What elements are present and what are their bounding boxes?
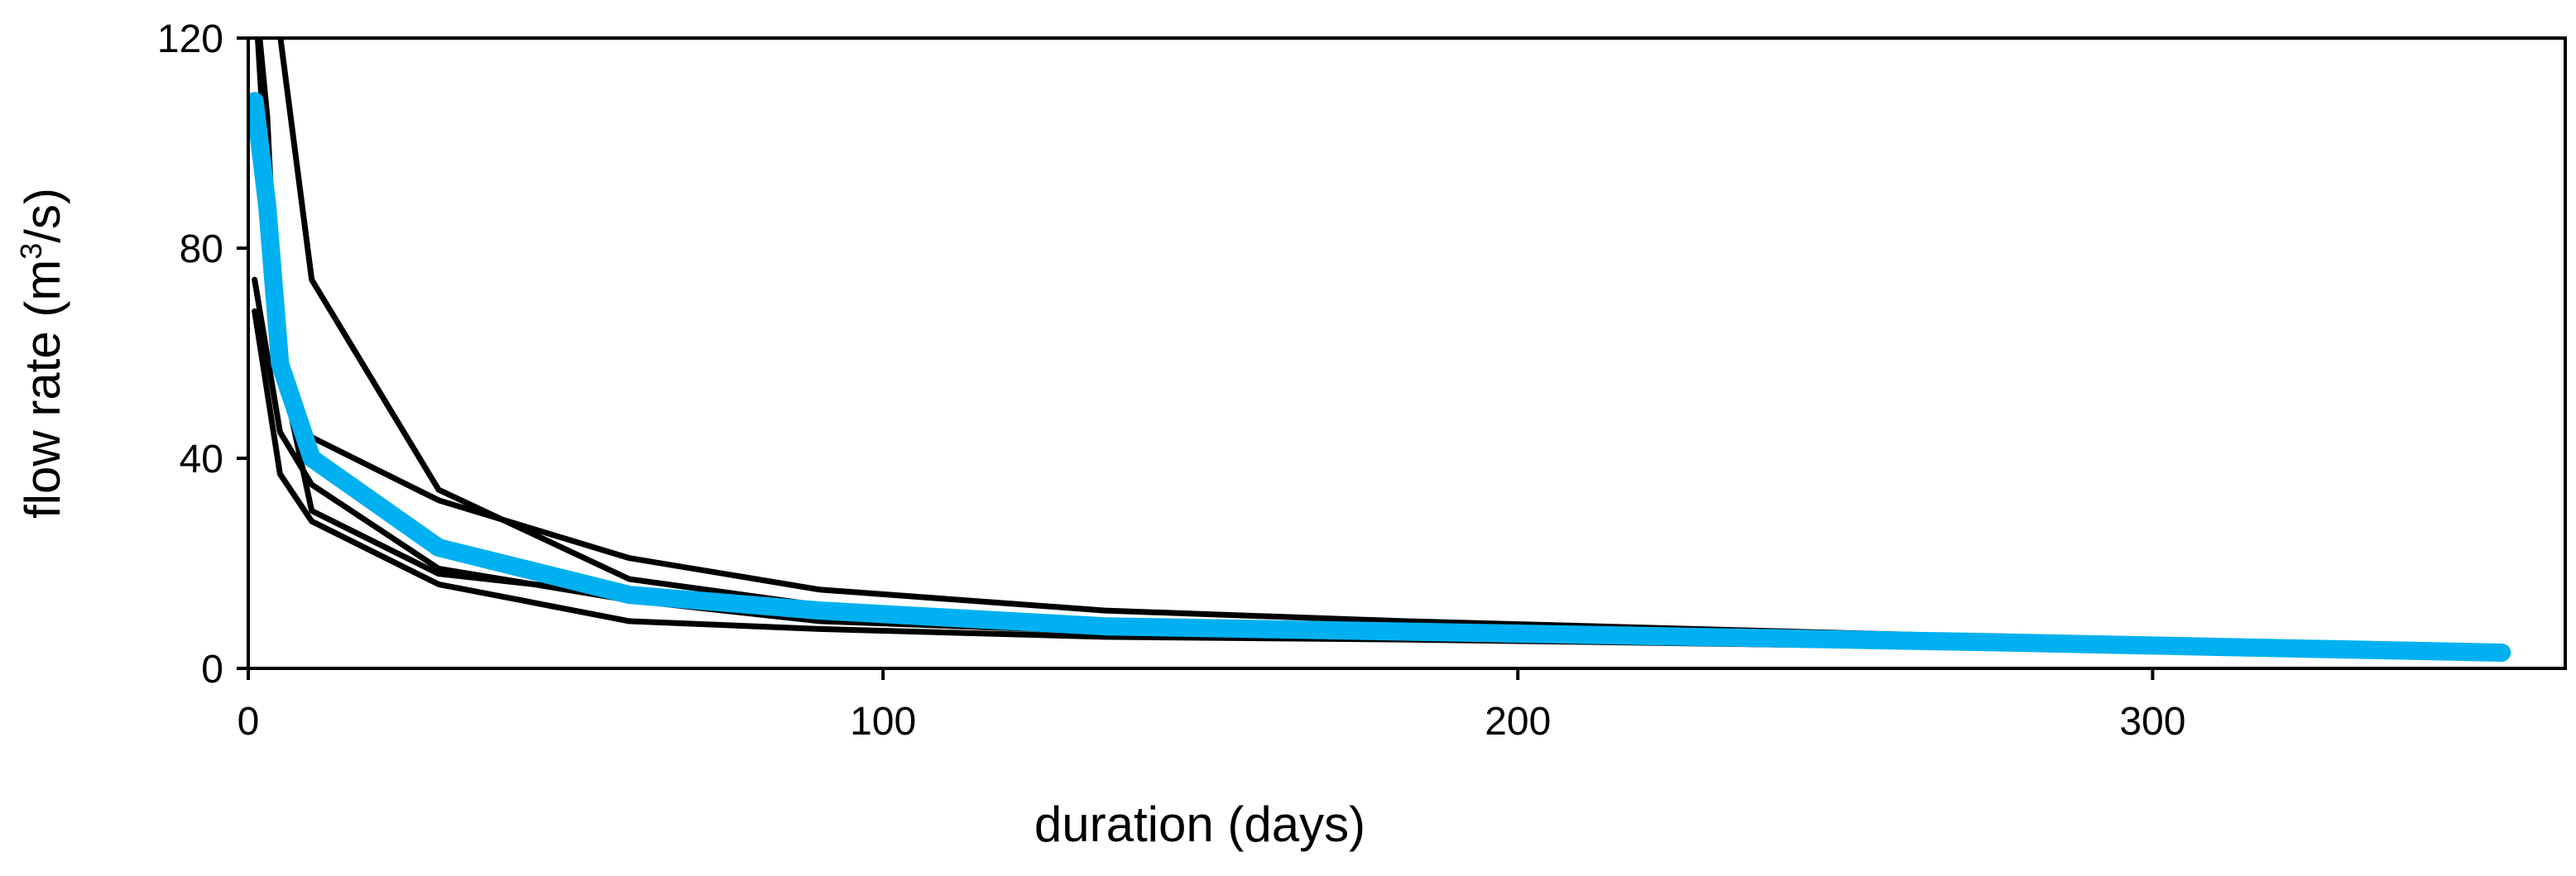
- series-layer: [248, 38, 2511, 662]
- series-line-4: [252, 308, 2505, 657]
- x-axis-title: duration (days): [1034, 797, 1365, 852]
- x-axis-ticks: 0 100 200 300: [237, 668, 2185, 744]
- plot-area-frame: [247, 36, 2567, 670]
- y-axis-title-end: /s): [15, 188, 70, 243]
- y-tick-label: 0: [201, 648, 223, 692]
- y-axis-title: flow rate (m3/s): [14, 188, 70, 519]
- series-line-1: [257, 38, 2505, 653]
- y-tick-label: 120: [157, 17, 223, 61]
- x-tick-label: 100: [850, 700, 916, 744]
- x-tick-label: 300: [2119, 700, 2185, 744]
- series-line-highlight: [248, 92, 2511, 662]
- y-axis-title-superscript: 3: [14, 243, 48, 260]
- y-tick-label: 80: [180, 227, 223, 271]
- series-line-3: [252, 276, 2505, 656]
- x-tick-label: 200: [1485, 700, 1551, 744]
- y-axis-ticks: 0 40 80 120: [157, 17, 248, 692]
- series-line-2: [277, 38, 2505, 655]
- y-tick-label: 40: [180, 438, 223, 481]
- y-axis-title-main: flow rate (m: [15, 260, 70, 519]
- x-tick-label: 0: [237, 700, 260, 744]
- series-line-5: [255, 38, 2505, 656]
